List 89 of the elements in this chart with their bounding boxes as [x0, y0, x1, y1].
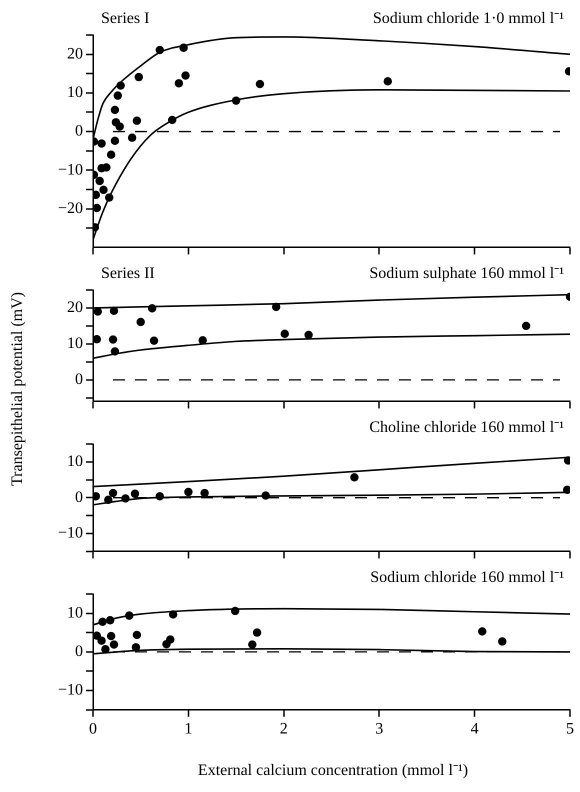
y-tick-label: 0: [75, 122, 83, 140]
point: [110, 640, 118, 649]
point: [280, 330, 289, 338]
point: [184, 488, 193, 496]
point: [562, 486, 570, 494]
y-tick-label: 20: [67, 46, 83, 63]
point: [116, 81, 125, 90]
point: [110, 106, 120, 114]
y-tick-label: −10: [58, 682, 83, 699]
point: [136, 318, 145, 326]
point: [230, 606, 240, 616]
point: [110, 136, 120, 146]
x-tick-label: 1: [184, 720, 192, 738]
point: [168, 116, 176, 124]
text: Series I: [101, 10, 150, 28]
x-tick-label: 3: [375, 720, 384, 738]
point: [93, 631, 102, 640]
point: [132, 116, 142, 125]
x-tick-label: 5: [566, 720, 574, 738]
point: [95, 176, 104, 186]
point: [248, 640, 257, 649]
chart-title: Sodium chloride 1·0 mmol l⁻¹: [372, 10, 564, 28]
x-tick-label: 2: [280, 720, 288, 738]
point: [128, 134, 136, 142]
point: [384, 77, 392, 86]
y-tick-label: 0: [75, 371, 83, 388]
point: [110, 306, 118, 316]
point: [98, 618, 107, 626]
y-tick-label: −10: [58, 161, 83, 178]
point: [110, 347, 120, 356]
point: [106, 632, 116, 640]
point: [106, 616, 114, 624]
point: [121, 494, 130, 503]
chart-title: Sodium sulphate 160 mmol l⁻¹: [369, 265, 564, 282]
point: [148, 304, 156, 313]
y-tick-label: 10: [67, 453, 83, 470]
y-tick-label: 0: [75, 643, 83, 660]
point: [272, 302, 280, 312]
point: [134, 72, 143, 82]
y-tick-label: 10: [67, 604, 83, 622]
point: [261, 491, 270, 500]
y-tick-label: 10: [67, 84, 83, 102]
point: [498, 637, 506, 646]
text: Series II: [101, 265, 155, 282]
point: [99, 186, 108, 194]
y-axis-title: Transepithelial potential (mV): [9, 290, 27, 488]
point: [174, 79, 184, 88]
point: [166, 635, 174, 644]
point: [304, 330, 313, 340]
chart-title: Choline chloride 160 mmol l⁻¹: [369, 419, 564, 436]
point: [93, 335, 102, 344]
point: [256, 80, 264, 88]
x-tick-label: 0: [89, 720, 97, 738]
point: [156, 492, 164, 500]
point: [130, 490, 140, 498]
point: [93, 492, 100, 500]
y-tick-label: 20: [67, 299, 83, 316]
point: [179, 44, 188, 52]
y-tick-label: −10: [58, 524, 83, 542]
point: [125, 611, 134, 620]
point: [522, 322, 530, 330]
point: [132, 630, 142, 640]
point: [350, 473, 359, 482]
point: [108, 488, 118, 498]
point: [116, 122, 124, 131]
y-tick-label: 10: [67, 335, 83, 352]
y-tick-label: −20: [58, 200, 83, 217]
point: [150, 336, 158, 345]
point: [181, 71, 190, 80]
chart-title: Sodium chloride 160 mmol l⁻¹: [370, 569, 564, 586]
point: [156, 46, 164, 54]
x-axis-title: External calcium concentration (mmol l⁻¹): [196, 761, 470, 780]
point: [97, 139, 106, 148]
point: [478, 627, 486, 636]
point: [132, 643, 140, 652]
y-tick-label: 0: [75, 488, 83, 506]
point: [101, 645, 110, 654]
point: [93, 190, 100, 200]
point: [232, 96, 240, 105]
point: [168, 610, 178, 619]
point: [108, 335, 118, 344]
point: [93, 204, 102, 212]
point: [114, 91, 122, 100]
point: [252, 628, 262, 637]
point: [105, 193, 114, 202]
point: [104, 496, 112, 504]
point: [97, 636, 106, 645]
x-tick-label: 4: [470, 720, 479, 738]
point: [106, 150, 116, 159]
